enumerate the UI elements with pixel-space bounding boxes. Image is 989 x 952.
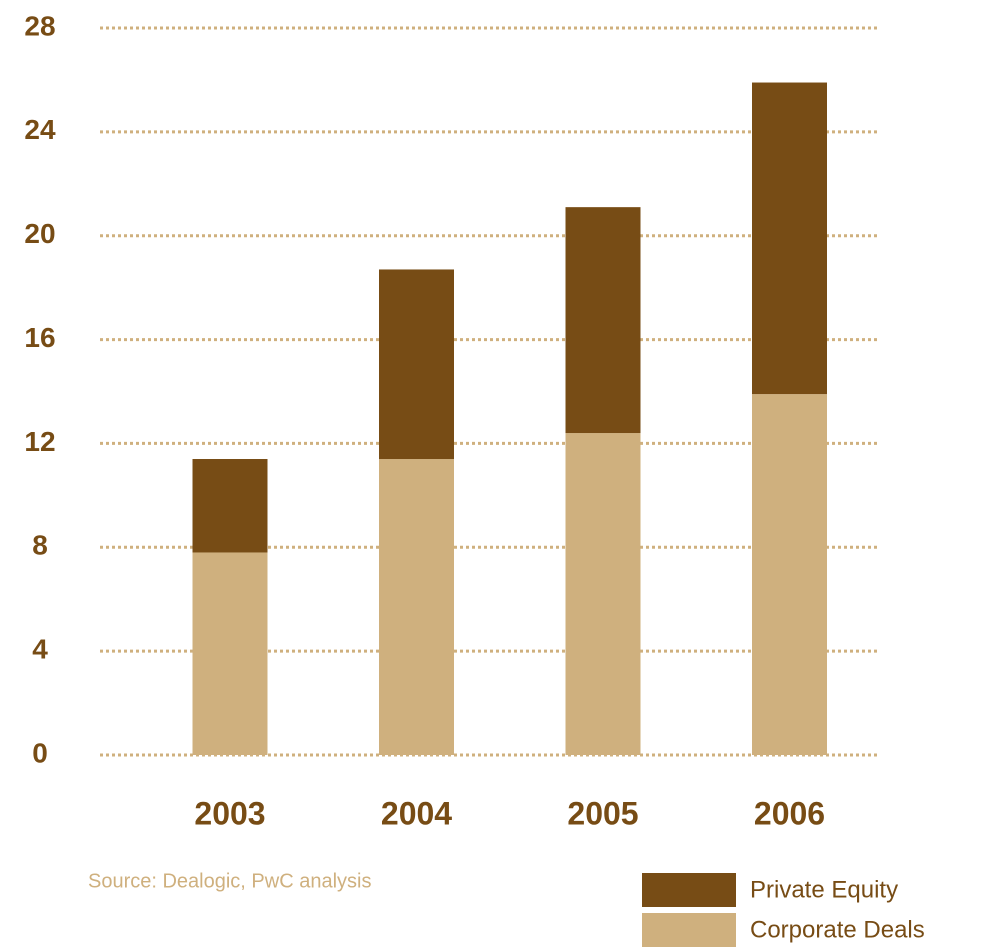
bar-segment	[565, 433, 641, 755]
y-tick-label: 28	[24, 10, 55, 41]
legend-label: Corporate Deals	[750, 916, 925, 943]
x-tick-label: 2005	[567, 795, 638, 831]
y-tick-label: 8	[32, 530, 48, 561]
x-tick-label: 2006	[754, 795, 825, 831]
bar-segment	[379, 459, 454, 755]
y-tick-label: 12	[24, 426, 55, 457]
bar-segment	[752, 82, 827, 395]
bar-segment	[192, 459, 268, 553]
bar-segment	[379, 269, 454, 460]
y-tick-label: 20	[24, 218, 55, 249]
bar-segment	[752, 394, 827, 755]
y-tick-label: 0	[32, 737, 48, 768]
x-tick-label: 2003	[194, 795, 265, 831]
source-note: Source: Dealogic, PwC analysis	[88, 870, 371, 892]
bar-segment	[192, 552, 268, 755]
legend-swatch	[642, 913, 736, 947]
bar-segment	[565, 207, 641, 434]
y-tick-label: 4	[32, 634, 48, 665]
x-tick-label: 2004	[381, 795, 452, 831]
legend-swatch	[642, 873, 736, 907]
y-tick-label: 16	[24, 322, 55, 353]
y-tick-label: 24	[24, 114, 56, 145]
legend-label: Private Equity	[750, 876, 898, 903]
